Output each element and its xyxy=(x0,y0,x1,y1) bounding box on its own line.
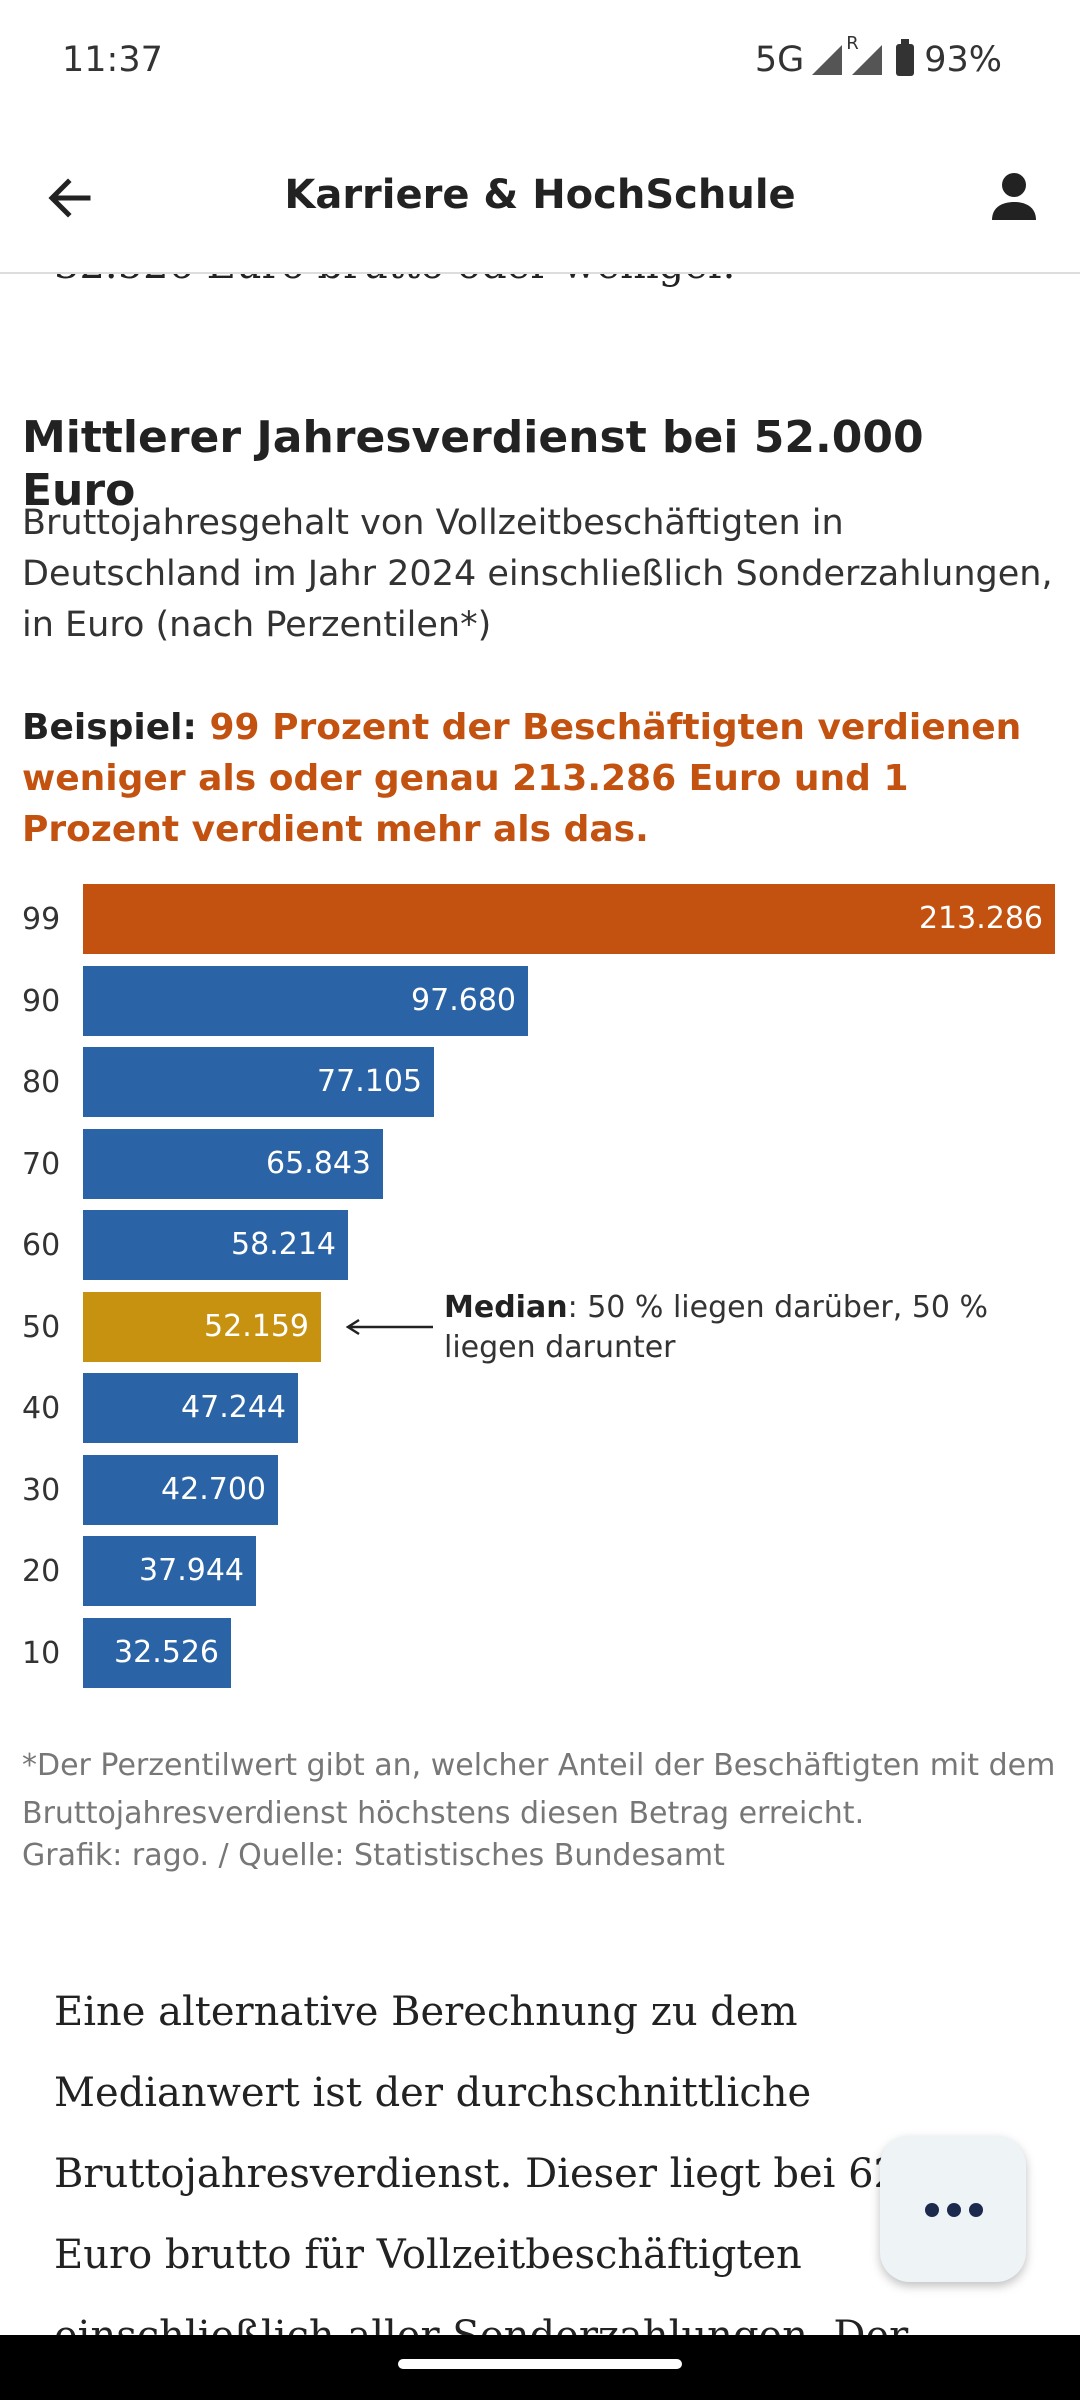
median-arrow-icon xyxy=(345,1318,433,1335)
signal-roaming-icon: R xyxy=(846,33,884,77)
bar-value-20: 37.944 xyxy=(139,1553,244,1588)
article-body: Eine alternative Berechnung zu dem Media… xyxy=(54,1989,908,2359)
bar-value-50: 52.159 xyxy=(204,1308,309,1344)
app-bar: Karriere & HochSchule xyxy=(0,120,1080,274)
chart-subtitle: Bruttojahresgehalt von Vollzeitbeschäfti… xyxy=(22,503,1053,645)
chart-row-50: 50 52.159 xyxy=(0,1291,1080,1364)
chart-row-10: 10 32.526 xyxy=(0,1617,1080,1690)
system-nav-bar xyxy=(0,2335,1080,2400)
bar-80: 77.105 xyxy=(83,1047,434,1117)
person-icon[interactable] xyxy=(984,168,1044,228)
chart-row-80: 80 77.105 xyxy=(0,1047,1080,1119)
bar-10: 32.526 xyxy=(83,1617,231,1688)
bar-value-80: 77.105 xyxy=(317,1064,422,1099)
app-title: Karriere & HochSchule xyxy=(284,172,796,218)
status-icons: 5G R 93% xyxy=(754,33,1002,80)
percentile-label-90: 90 xyxy=(22,983,61,1019)
chart-source: Grafik: rago. / Quelle: Statistisches Bu… xyxy=(22,1838,725,1873)
more-dots-icon xyxy=(925,2203,983,2217)
bar-20: 37.944 xyxy=(83,1536,256,1606)
more-button[interactable] xyxy=(880,2136,1026,2282)
chart-row-70: 70 65.843 xyxy=(0,1128,1080,1201)
chart-example: Beispiel: 99 Prozent der Beschäftigten v… xyxy=(22,702,1052,855)
percentile-label-70: 70 xyxy=(22,1146,61,1182)
roaming-label: R xyxy=(846,33,859,54)
percentile-label-40: 40 xyxy=(22,1391,61,1426)
chart-row-60: 60 58.214 xyxy=(0,1210,1080,1282)
bar-value-30: 42.700 xyxy=(161,1471,266,1507)
bar-value-99: 213.286 xyxy=(918,901,1043,936)
percentile-label-99: 99 xyxy=(22,902,61,937)
home-gesture-handle[interactable] xyxy=(398,2359,682,2369)
status-bar: 11:37 5G R 93% xyxy=(0,0,1080,120)
arrow-left-icon[interactable] xyxy=(40,168,100,228)
chart-row-30: 30 42.700 xyxy=(0,1454,1080,1527)
bar-value-40: 47.244 xyxy=(181,1390,286,1425)
median-annotation-text: : 50 % liegen darüber, 50 % liegen darun… xyxy=(444,1289,989,1365)
chart-row-40: 40 47.244 xyxy=(0,1373,1080,1445)
percentile-label-50: 50 xyxy=(22,1309,61,1345)
bar-90: 97.680 xyxy=(83,965,528,1036)
percentile-bar-chart: 99 213.286 90 97.680 80 77.105 70 65.843 60 58.21… xyxy=(0,884,1080,1704)
bar-60: 58.214 xyxy=(83,1210,348,1280)
battery-level: 93% xyxy=(924,40,1002,80)
chart-row-99: 99 213.286 xyxy=(0,884,1080,956)
bar-50: 52.159 xyxy=(83,1291,321,1362)
status-time: 11:37 xyxy=(62,40,163,80)
bar-value-90: 97.680 xyxy=(411,982,516,1018)
percentile-label-30: 30 xyxy=(22,1472,61,1508)
chart-row-90: 90 97.680 xyxy=(0,965,1080,1038)
median-annotation: Median: 50 % liegen darüber, 50 % liegen… xyxy=(444,1288,1004,1368)
bar-value-10: 32.526 xyxy=(114,1634,219,1670)
bar-70: 65.843 xyxy=(83,1128,383,1199)
bar-value-70: 65.843 xyxy=(266,1145,371,1181)
chart-footnote: *Der Perzentilwert gibt an, welcher Ante… xyxy=(22,1748,1056,1831)
signal-icon xyxy=(812,45,843,75)
bar-30: 42.700 xyxy=(83,1454,278,1525)
example-text: 99 Prozent der Beschäftigten verdienen w… xyxy=(22,707,1022,850)
median-annotation-bold: Median xyxy=(444,1289,568,1325)
percentile-label-60: 60 xyxy=(22,1228,61,1263)
percentile-label-10: 10 xyxy=(22,1635,61,1671)
battery-icon xyxy=(896,39,915,76)
bar-40: 47.244 xyxy=(83,1373,298,1443)
example-label: Beispiel: xyxy=(22,707,197,748)
chart-row-20: 20 37.944 xyxy=(0,1536,1080,1608)
bar-99: 213.286 xyxy=(83,884,1055,954)
bar-value-60: 58.214 xyxy=(231,1227,336,1262)
percentile-label-80: 80 xyxy=(22,1065,61,1100)
network-label: 5G xyxy=(754,40,805,80)
section-heading: Mittlerer Jahresverdienst bei 52.000 Eur… xyxy=(22,412,924,516)
percentile-label-20: 20 xyxy=(22,1554,61,1589)
